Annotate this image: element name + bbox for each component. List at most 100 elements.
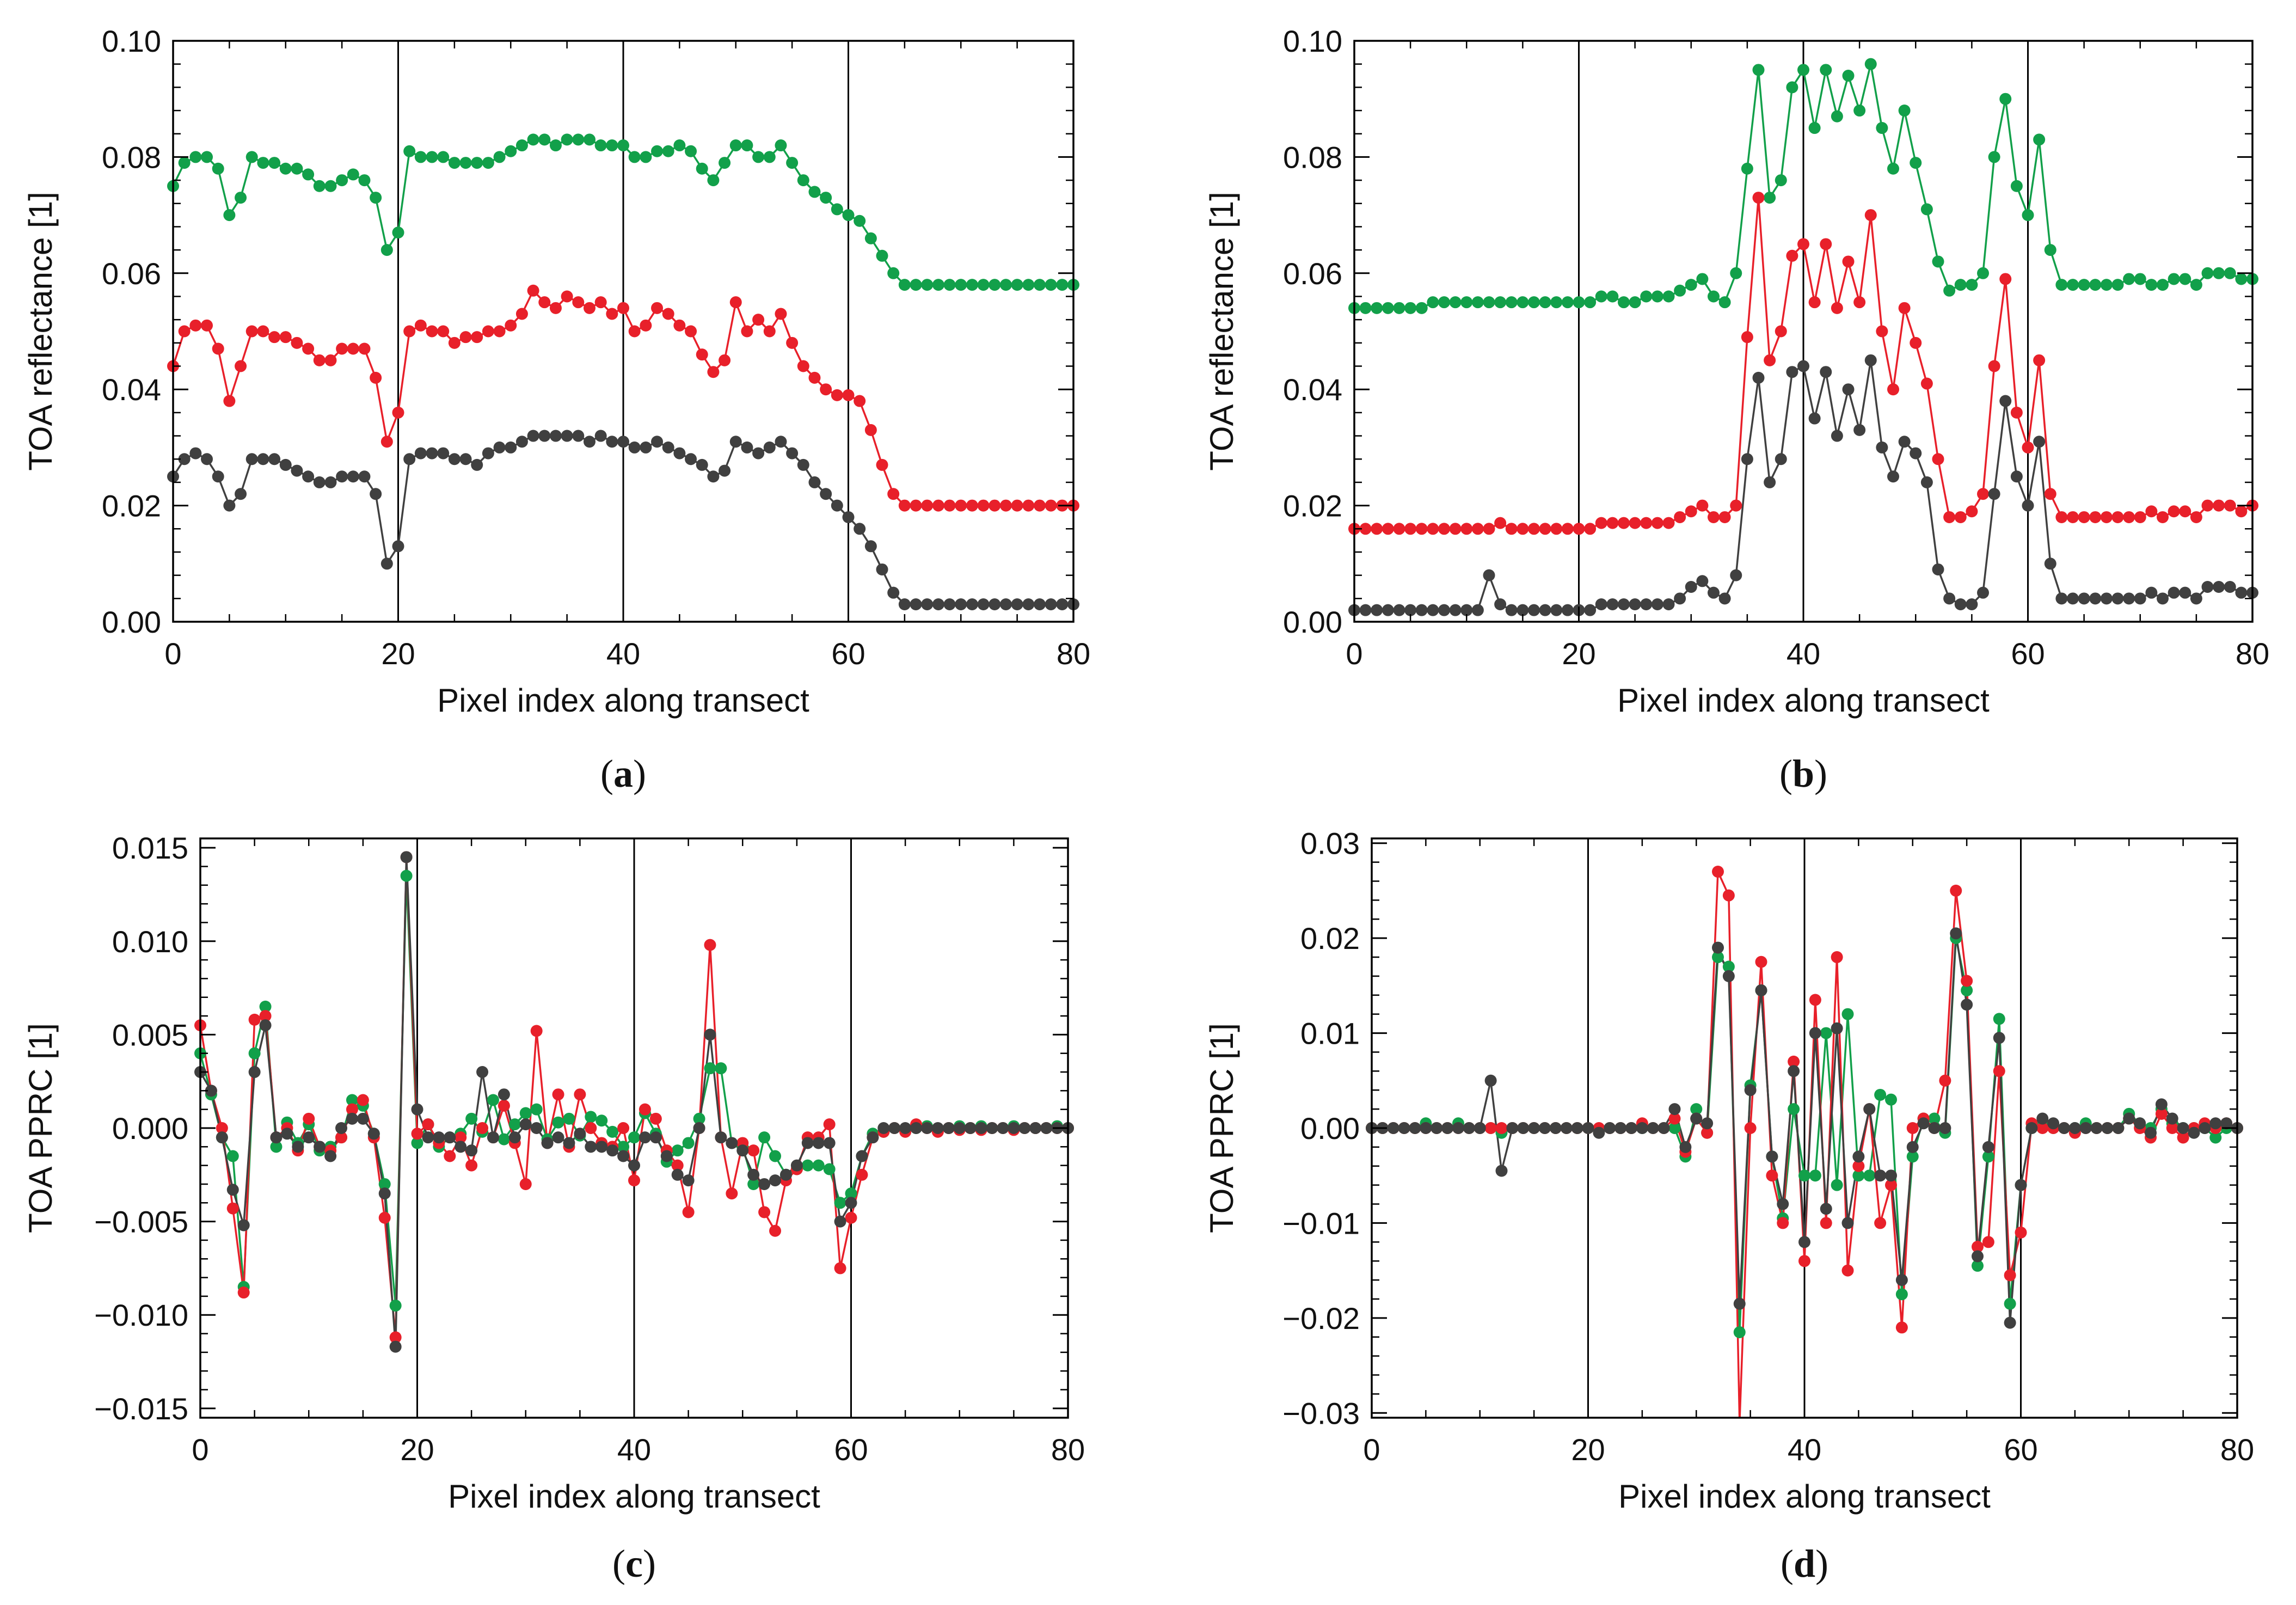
chart-panel-b: 0 20 40 60 80 0.00 0.02 0.04 0.06 0.08 0.10 Pixel i… [1204,24,2269,795]
data-point-green [1722,960,1735,973]
data-point-green [508,1118,521,1131]
data-point-green [1906,1150,1919,1163]
data-point-dark [999,598,1012,610]
data-point-dark [527,430,539,442]
data-point-red [1494,517,1507,529]
data-point-dark [932,598,944,610]
data-point-green [552,1116,564,1129]
data-point-green [1449,296,1462,309]
data-point-dark [2090,1122,2103,1134]
data-point-red [1517,523,1529,535]
data-point-dark [574,1128,586,1140]
data-point-dark [834,1215,846,1228]
data-point-red [1798,1255,1810,1267]
data-point-dark [1431,1122,1443,1134]
data-point-green [2010,180,2023,192]
y-tick-label: −0.010 [94,1298,188,1332]
data-point-red [2036,1122,2049,1134]
data-point-red [2033,354,2046,366]
x-tick-label: 80 [2220,1432,2254,1467]
x-tick-label: 60 [2004,1432,2037,1467]
x-tick-label: 20 [1571,1432,1605,1467]
data-point-red [1993,1065,2005,1077]
data-point-dark [2089,592,2102,605]
data-point-dark [1752,371,1765,384]
data-point-green [786,157,799,169]
data-point-dark [2058,1122,2070,1134]
data-point-green [487,1094,499,1106]
data-point-red [324,354,337,366]
data-point-dark [2199,1122,2211,1134]
data-point-dark [2004,1316,2016,1329]
y-tick-label: 0.010 [112,924,188,959]
data-point-green [1415,302,1428,314]
data-point-green [414,151,427,163]
panel-label-close: ) [633,752,646,795]
data-point-dark [414,447,427,460]
data-point-red [864,424,877,436]
data-point-dark [741,441,753,454]
data-point-dark [1651,598,1663,610]
data-point-red [471,331,483,344]
data-point-dark [324,476,337,488]
data-point-red [685,325,697,338]
data-point-red [1744,1122,1757,1134]
data-point-green [1820,1027,1832,1039]
data-point-green [1359,302,1372,314]
data-point-green [1718,296,1731,309]
data-point-red [1359,523,1372,535]
data-point-red [729,296,742,309]
data-point-dark [2179,586,2191,599]
data-point-dark [1474,1122,1486,1134]
data-point-green [259,1000,272,1013]
data-point-red [335,1131,348,1144]
data-point-green [1595,290,1607,303]
data-point-green [693,1112,705,1125]
data-point-red [1797,238,1809,250]
data-point-green [1764,192,1776,204]
data-point-red [704,939,716,951]
data-point-red [2134,511,2146,523]
data-point-red [549,302,562,314]
data-point-red [1741,331,1753,344]
data-point-green [628,151,641,163]
data-point-red [1404,523,1417,535]
data-point-dark [1852,1150,1865,1163]
data-point-dark [519,1118,532,1131]
panel-label-open: ( [612,1542,625,1585]
data-point-red [662,308,674,320]
y-tick-label: 0.04 [102,372,161,407]
data-point-red [459,331,472,344]
data-point-dark [549,430,562,442]
data-point-dark [1920,476,1933,488]
data-point-dark [2078,592,2090,605]
data-point-dark [583,436,596,448]
y-tick-label: 0.000 [112,1111,188,1145]
data-point-dark [2134,592,2146,605]
data-point-green [1033,279,1046,291]
data-point-red [1484,1122,1497,1134]
data-point-dark [1982,1141,1994,1153]
data-point-green [1961,984,1973,997]
chart-panel-d: 0 20 40 60 80 −0.03 −0.02 −0.01 0.00 0.01 0.02 0.03… [1204,826,2254,1585]
data-point-green [1988,151,2000,163]
data-point-dark [205,1085,217,1097]
data-point-dark [898,598,911,610]
data-point-dark [1917,1117,1930,1130]
data-point-red [515,308,528,320]
data-point-dark [786,447,799,460]
data-point-green [606,1125,619,1138]
data-point-green [2100,279,2113,291]
data-point-dark [1939,1122,1951,1134]
data-point-dark [1614,1122,1627,1134]
data-point-dark [505,441,517,454]
data-point-green [1011,279,1023,291]
data-point-red [2010,406,2023,419]
data-point-dark [1427,604,1439,616]
data-point-dark [2067,592,2079,605]
data-point-dark [2044,558,2056,570]
data-point-green [1733,1326,1746,1339]
data-point-dark [1441,1122,1454,1134]
data-point-dark [1018,1122,1031,1134]
